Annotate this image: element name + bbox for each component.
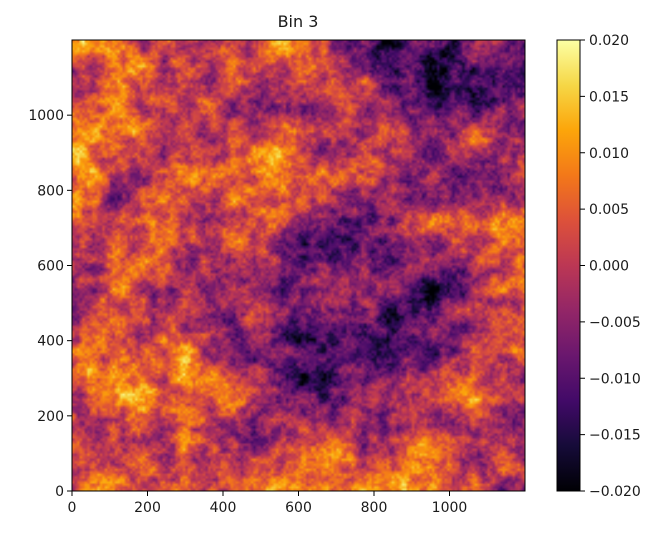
chart-title: Bin 3 xyxy=(278,12,319,31)
colorbar-tick-label: −0.015 xyxy=(589,428,641,444)
colorbar-axis: −0.020 −0.015 −0.010 −0.005 0.000 0.005 0.010 0… xyxy=(580,33,641,500)
y-tick-label: 200 xyxy=(37,409,64,425)
x-tick-label: 800 xyxy=(361,500,388,516)
y-tick-label: 600 xyxy=(37,259,64,275)
x-tick-label: 600 xyxy=(285,500,312,516)
y-tick-label: 800 xyxy=(37,183,64,199)
y-axis: 0 200 400 600 800 1000 xyxy=(28,108,72,500)
y-tick-label: 400 xyxy=(37,334,64,350)
colorbar-tick-label: −0.020 xyxy=(589,484,641,500)
colorbar-tick-label: 0.000 xyxy=(589,259,629,275)
x-tick-label: 200 xyxy=(134,500,161,516)
heatmap-field xyxy=(72,40,525,491)
x-tick-label: 1000 xyxy=(432,500,468,516)
colorbar-tick-label: 0.010 xyxy=(589,146,629,162)
heatmap-image xyxy=(72,40,525,491)
colorbar-tick-label: 0.020 xyxy=(589,33,629,49)
colorbar-tick-label: 0.005 xyxy=(589,202,629,218)
x-axis: 0 200 400 600 800 1000 xyxy=(68,491,468,516)
x-tick-label: 0 xyxy=(68,500,77,516)
colorbar-tick-label: 0.015 xyxy=(589,89,629,105)
y-tick-label: 1000 xyxy=(28,108,64,124)
y-tick-label: 0 xyxy=(55,484,64,500)
colorbar-tick-label: −0.005 xyxy=(589,315,641,331)
colorbar xyxy=(557,40,580,491)
colorbar-tick-label: −0.010 xyxy=(589,371,641,387)
x-tick-label: 400 xyxy=(210,500,237,516)
